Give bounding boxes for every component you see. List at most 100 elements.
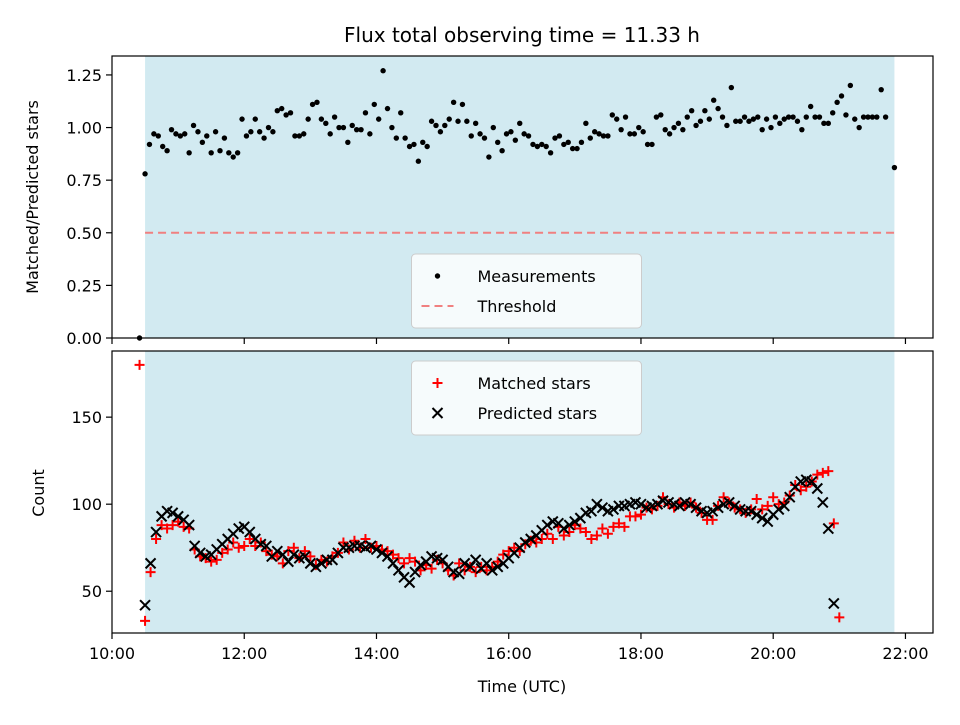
measurement-point bbox=[477, 131, 483, 137]
matched-star-point bbox=[156, 520, 167, 531]
bottom-y-axis-label: Count bbox=[29, 469, 48, 517]
measurement-point bbox=[437, 129, 444, 135]
measurement-point bbox=[614, 116, 620, 122]
predicted-star-point bbox=[304, 557, 317, 570]
top-y-tick-label: 0.00 bbox=[66, 329, 102, 348]
measurement-point bbox=[671, 124, 677, 131]
measurement-point bbox=[609, 112, 616, 118]
predicted-star-point bbox=[315, 557, 328, 570]
measurement-point bbox=[658, 112, 664, 118]
measurement-point bbox=[318, 116, 325, 122]
top-series-0 bbox=[136, 68, 898, 341]
measurement-point bbox=[785, 114, 792, 120]
matched-star-point bbox=[812, 469, 823, 480]
matched-star-point bbox=[652, 500, 663, 511]
measurement-point bbox=[151, 131, 157, 137]
matched-star-point bbox=[162, 523, 173, 534]
measurement-point bbox=[543, 143, 549, 150]
matched-star-point bbox=[685, 497, 696, 508]
measurement-point bbox=[173, 131, 179, 137]
matched-star-point bbox=[454, 558, 465, 569]
legend-dot-swatch bbox=[434, 273, 441, 279]
matched-star-point bbox=[547, 534, 558, 544]
matched-star-point bbox=[801, 481, 812, 492]
measurement-point bbox=[424, 143, 430, 150]
measurement-point bbox=[556, 133, 563, 139]
measurement-point bbox=[547, 150, 554, 156]
measurement-point bbox=[552, 135, 558, 141]
bottom-x-tick-label: 18:00 bbox=[618, 644, 664, 663]
measurement-point bbox=[177, 133, 184, 139]
top-axes-frame bbox=[111, 55, 934, 339]
top-y-axis-label: Matched/Predicted stars bbox=[23, 100, 42, 294]
measurement-point bbox=[838, 93, 845, 99]
measurement-point bbox=[349, 122, 355, 129]
matched-star-point bbox=[597, 523, 608, 534]
predicted-star-point bbox=[166, 507, 179, 519]
predicted-star-point bbox=[585, 505, 598, 517]
predicted-star-point bbox=[745, 505, 757, 517]
measurement-point bbox=[675, 120, 682, 127]
measurement-point bbox=[182, 131, 188, 137]
top-y-tick-label: 1.25 bbox=[66, 66, 102, 85]
measurement-point bbox=[684, 114, 690, 120]
legend-label: Threshold bbox=[477, 297, 557, 316]
measurement-point bbox=[420, 139, 426, 145]
matched-star-point bbox=[602, 528, 613, 539]
predicted-star-point bbox=[144, 557, 157, 570]
measurement-point bbox=[508, 129, 514, 135]
matched-star-point bbox=[558, 530, 569, 541]
predicted-star-point bbox=[635, 498, 647, 510]
matched-star-point bbox=[768, 492, 779, 503]
matched-star-point bbox=[575, 523, 586, 534]
measurement-point bbox=[309, 101, 316, 108]
legend-plus-swatch bbox=[432, 378, 443, 388]
measurement-point bbox=[279, 105, 285, 112]
predicted-star-point bbox=[288, 548, 300, 561]
matched-star-point bbox=[233, 542, 244, 553]
predicted-star-point bbox=[387, 557, 399, 570]
measurement-point bbox=[472, 120, 479, 127]
measurement-point bbox=[728, 84, 735, 91]
measurement-point bbox=[512, 137, 519, 143]
measurement-point bbox=[402, 135, 408, 141]
measurement-point bbox=[146, 141, 153, 148]
measurement-point bbox=[688, 108, 695, 114]
predicted-star-point bbox=[271, 545, 284, 557]
bottom-x-tick-label: 12:00 bbox=[221, 644, 267, 663]
measurement-point bbox=[631, 131, 638, 137]
measurement-point bbox=[331, 114, 338, 120]
measurement-point bbox=[517, 120, 523, 127]
matched-star-point bbox=[591, 530, 602, 541]
predicted-star-point bbox=[673, 500, 686, 512]
matched-star-point bbox=[630, 511, 641, 522]
matched-star-point bbox=[784, 490, 795, 501]
measurement-point bbox=[565, 139, 571, 145]
measurement-point bbox=[234, 150, 241, 156]
measurement-point bbox=[640, 129, 646, 135]
measurement-point bbox=[878, 86, 884, 93]
measurement-point bbox=[702, 108, 708, 114]
measurement-point bbox=[825, 120, 832, 127]
measurement-point bbox=[274, 108, 281, 114]
measurement-point bbox=[371, 101, 377, 108]
top-y-tick-label: 1.00 bbox=[66, 119, 102, 138]
matched-star-point bbox=[586, 534, 597, 544]
bottom-y-tick-label: 150 bbox=[71, 408, 102, 427]
measurement-point bbox=[768, 124, 774, 131]
predicted-star-point bbox=[491, 561, 504, 573]
predicted-star-point bbox=[591, 498, 603, 510]
measurement-point bbox=[521, 131, 527, 137]
predicted-star-point bbox=[728, 500, 741, 512]
measurement-point bbox=[323, 120, 329, 127]
measurement-point bbox=[569, 145, 576, 152]
predicted-star-point bbox=[392, 564, 405, 577]
bottom-series-1 bbox=[139, 474, 840, 611]
matched-star-point bbox=[509, 542, 520, 553]
measurement-point bbox=[155, 133, 161, 139]
measurement-point bbox=[481, 135, 488, 141]
measurement-point bbox=[265, 124, 272, 131]
measurement-point bbox=[591, 129, 598, 135]
measurement-point bbox=[455, 118, 461, 124]
